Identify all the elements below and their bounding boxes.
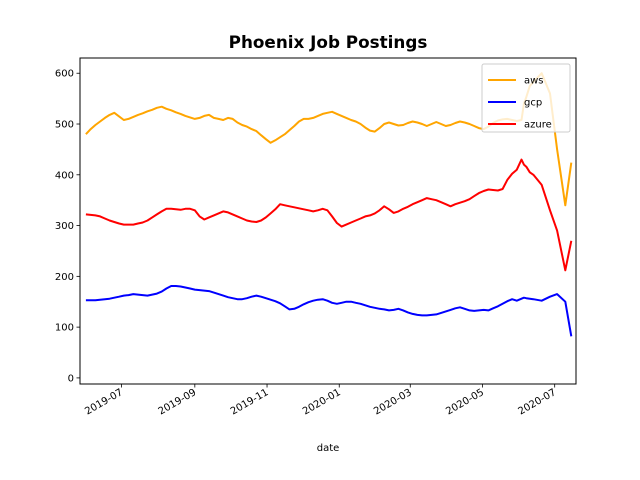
y-tick-label: 0 (68, 373, 74, 384)
y-tick-label: 100 (55, 323, 74, 334)
legend-label-aws: aws (524, 76, 544, 87)
series-line-azure (85, 158, 573, 272)
x-tick-label: 2019-11 (229, 387, 271, 417)
y-axis: 0 100 200 300 400 500 600 (55, 69, 80, 384)
x-tick-label: 2019-07 (83, 387, 125, 417)
plot-area-frame (79, 57, 577, 385)
x-tick-label: 2019-09 (157, 387, 199, 417)
x-tick-label: 2020-07 (516, 387, 558, 417)
y-tick-label: 500 (55, 120, 74, 131)
x-tick-label: 2020-01 (301, 387, 343, 417)
chart-title: Phoenix Job Postings (229, 32, 428, 52)
legend-label-gcp: gcp (524, 98, 542, 109)
series-line-gcp (85, 285, 573, 337)
legend: aws gcp azure (481, 63, 571, 133)
y-tick-label: 300 (55, 221, 74, 232)
legend-label-azure: azure (524, 120, 552, 131)
y-tick-label: 600 (55, 69, 74, 80)
x-axis: 2019-07 2019-09 2019-11 2020-01 2020-03 2020-… (83, 384, 558, 417)
x-tick-label: 2020-05 (444, 387, 486, 417)
y-tick-label: 200 (55, 272, 74, 283)
x-axis-label: date (317, 443, 340, 454)
y-tick-label: 400 (55, 170, 74, 181)
x-tick-label: 2020-03 (372, 387, 414, 417)
